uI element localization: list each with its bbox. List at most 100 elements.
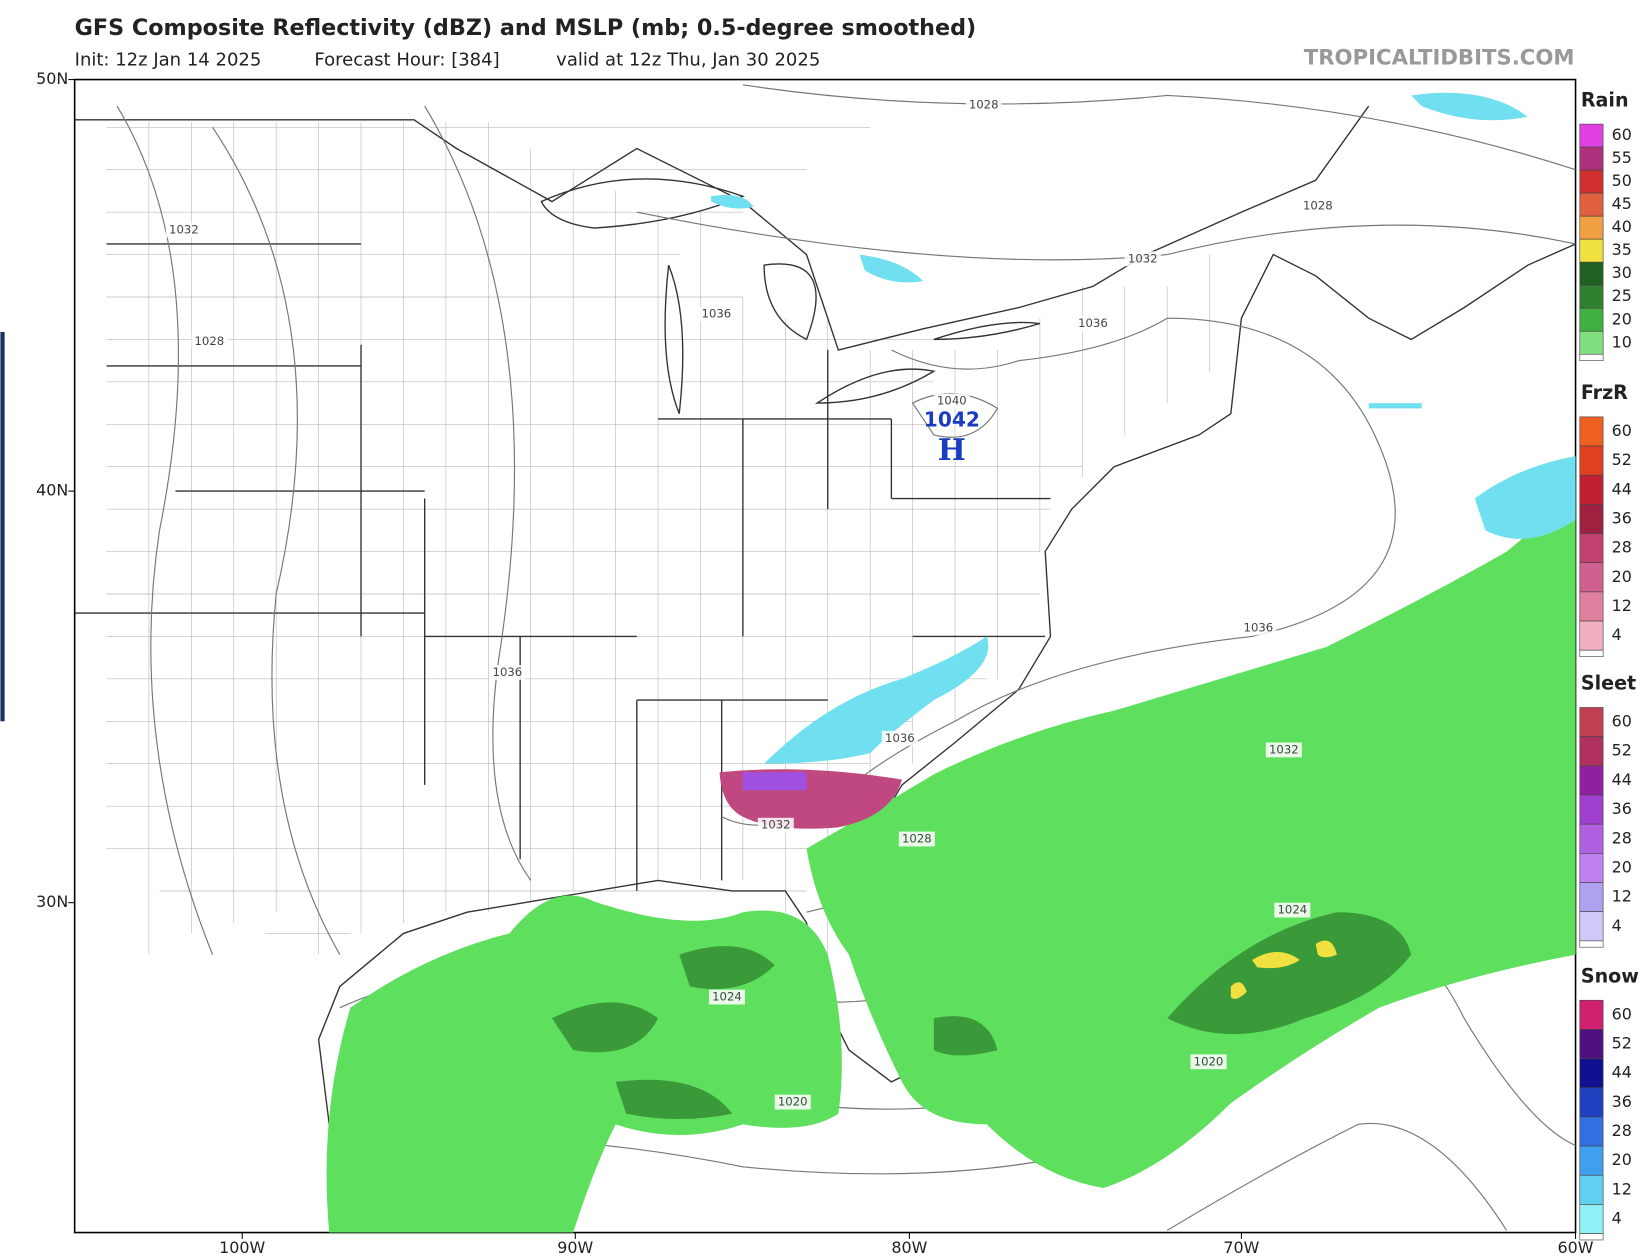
isobar-label-bg — [698, 306, 735, 322]
legend-title: Sleet — [1581, 672, 1636, 695]
isobar-label: 1024 — [712, 990, 742, 1004]
precipitation — [326, 92, 1576, 1233]
isobar-label: 1036 — [885, 731, 915, 745]
isobar-label: 1024 — [1277, 903, 1307, 917]
isobar-label-bg — [708, 989, 746, 1005]
great-lakes — [540, 178, 1041, 414]
legend-level: 44 — [1612, 770, 1632, 789]
legend-level: 52 — [1612, 1034, 1632, 1053]
legend-level: 12 — [1612, 887, 1632, 906]
lat-label: 50N — [36, 69, 68, 88]
isobar-label: 1036 — [1078, 316, 1108, 330]
isobar-label: 1020 — [1194, 1054, 1224, 1068]
legend-level: 44 — [1612, 479, 1632, 498]
legend-level: 35 — [1612, 240, 1632, 259]
legend-level: 4 — [1612, 916, 1622, 935]
legend-swatch — [1579, 238, 1604, 263]
legend-swatch — [1579, 1087, 1604, 1118]
legend-level: 36 — [1612, 799, 1632, 818]
legend-title: Rain — [1581, 88, 1629, 111]
isobar-label: 1032 — [169, 223, 199, 237]
legend-level: 52 — [1612, 741, 1632, 760]
isobar-label-bg — [1124, 251, 1161, 267]
legend-swatch — [1579, 882, 1604, 912]
isobar-label-bg — [1274, 902, 1311, 918]
legend-swatch — [1579, 1204, 1604, 1234]
legend-swatch — [1579, 474, 1604, 505]
isobar-label: 1036 — [1244, 620, 1274, 634]
legend-swatch — [1579, 1145, 1604, 1176]
isobar-label: 1028 — [902, 832, 932, 846]
isobar-label-bg — [1190, 1054, 1227, 1070]
isobar-label-bg — [774, 1094, 811, 1110]
state-lines — [74, 243, 1051, 891]
legend-swatch — [1579, 853, 1604, 883]
legend-swatch — [1579, 307, 1604, 332]
high-pressure-symbol: H — [938, 433, 966, 468]
legend-swatch — [1579, 192, 1604, 217]
legend-level: 45 — [1612, 194, 1632, 213]
isobar-label-bg — [1074, 316, 1111, 331]
legend-level: 36 — [1612, 508, 1632, 527]
legend-level: 4 — [1612, 1209, 1622, 1228]
isobar-label: 1036 — [493, 665, 523, 679]
legend-swatch — [1579, 416, 1604, 447]
isobar-label-bg — [965, 97, 1002, 113]
legend-level: 30 — [1612, 263, 1632, 282]
legend-title: FrzR — [1581, 381, 1628, 404]
legend-swatch — [1579, 736, 1604, 767]
legend-level: 60 — [1612, 125, 1632, 144]
legend-swatch — [1579, 533, 1604, 564]
map-area: 1042 H — [73, 78, 1577, 1234]
isobar-label: 1032 — [1269, 742, 1299, 756]
isobar-label-bg — [757, 817, 794, 833]
isobar-label: 1028 — [195, 334, 225, 348]
legend-level: 44 — [1612, 1063, 1632, 1082]
legend-swatch — [1579, 1116, 1604, 1147]
isobar-label: 1040 — [937, 393, 967, 407]
border — [74, 105, 1370, 351]
legend-swatch — [1579, 999, 1604, 1030]
legend-swatch — [1579, 1058, 1604, 1089]
legend-swatch — [1579, 1029, 1604, 1059]
legend-swatch — [1579, 591, 1604, 622]
legend-level: 12 — [1612, 596, 1632, 615]
legend-level: 12 — [1612, 1179, 1632, 1198]
isobar-label-bg — [1265, 742, 1302, 758]
isobar-label-bg — [933, 393, 970, 409]
isobar-label: 1020 — [778, 1095, 808, 1109]
isobar-label: 1032 — [1128, 251, 1158, 265]
isobar-label: 1036 — [702, 306, 732, 320]
subtitle-valid: valid at 12z Thu, Jan 30 2025 — [556, 49, 820, 70]
legend-swatch-base — [1579, 649, 1604, 657]
legend-level: 10 — [1612, 332, 1632, 351]
legend-level: 20 — [1612, 567, 1632, 586]
legend-swatch — [1579, 562, 1604, 593]
legend-swatch — [1579, 1174, 1604, 1205]
legend-level: 20 — [1612, 857, 1632, 876]
legend-swatch — [1579, 169, 1604, 194]
isobar-label-bg — [165, 222, 202, 238]
legend-swatch — [1579, 330, 1604, 355]
isobar-label: 1028 — [969, 98, 999, 112]
legend-swatch-base — [1579, 1233, 1604, 1241]
isobar-label-bg — [898, 831, 935, 847]
legend-swatch-base — [1579, 940, 1604, 948]
legend-swatch — [1579, 765, 1604, 796]
isobar-label: 1028 — [1303, 198, 1333, 212]
subtitle-hour: Forecast Hour: [384] — [314, 49, 499, 70]
legend-level: 60 — [1612, 712, 1632, 731]
legend-level: 60 — [1612, 1004, 1632, 1023]
legend-swatch — [1579, 504, 1604, 534]
map-labels: 1042 H — [924, 408, 980, 468]
legend-swatch — [1579, 823, 1604, 854]
legend-level: 20 — [1612, 309, 1632, 328]
legend-level: 40 — [1612, 217, 1632, 236]
isobar-label-bg — [1299, 198, 1336, 214]
legend-swatch — [1579, 146, 1604, 171]
lon-label: 60W — [1558, 1238, 1594, 1257]
legend-level: 52 — [1612, 450, 1632, 469]
legend-level: 36 — [1612, 1092, 1632, 1111]
